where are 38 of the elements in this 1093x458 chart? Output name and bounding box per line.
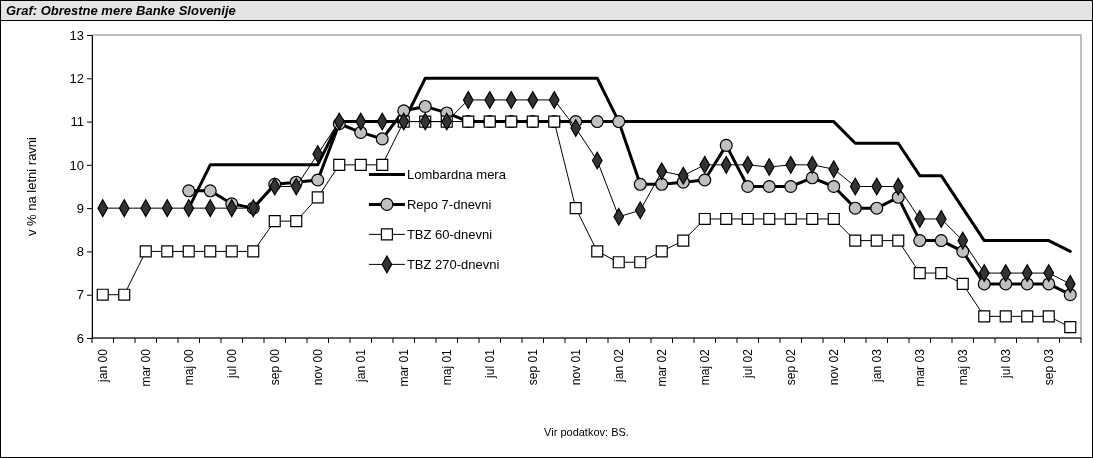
x-tick-label: nov 02 [827,348,842,386]
legend-label: TBZ 270-dnevni [406,257,500,273]
x-tick-label: jan 01 [354,348,369,383]
x-tick-label: maj 03 [956,348,971,386]
y-tick-label: 10 [69,157,84,173]
x-tick-label: maj 00 [182,348,197,386]
y-tick-label: 8 [76,244,84,260]
chart-title: Graf: Obrestne mere Banke Slovenije [6,3,236,18]
x-tick-label: jul 03 [999,348,1014,379]
legend-label: Lombardna mera [406,167,507,183]
x-tick-label: jan 00 [96,348,111,383]
y-tick-label: 12 [69,70,84,86]
legend-label: TBZ 60-dnevni [406,227,493,243]
x-tick-label: sep 01 [526,348,541,386]
x-tick-label: jul 01 [483,348,498,379]
x-tick-label: jul 02 [741,348,756,379]
x-tick-label: jan 02 [612,348,627,383]
x-tick-label: sep 00 [268,348,283,386]
x-tick-label: nov 01 [569,348,584,386]
y-tick-label: 7 [76,287,84,303]
y-axis-title: v % na letni ravni [24,136,39,236]
x-tick-label: mar 00 [139,348,154,387]
y-tick-label: 9 [76,200,84,216]
text: Vir podatkov: BS. [544,426,629,438]
y-tick-label: 11 [70,114,84,130]
x-tick-label: jul 00 [225,348,240,379]
x-tick-label: sep 02 [784,348,799,386]
x-tick-label: nov 00 [311,348,326,386]
y-tick-label: 13 [69,27,84,43]
x-tick-label: mar 01 [397,348,412,387]
x-tick-label: mar 02 [655,348,670,387]
legend-label: Repo 7-dnevni [406,197,492,213]
x-tick-label: mar 03 [913,348,928,387]
x-tick-label: maj 01 [440,348,455,386]
x-tick-label: sep 03 [1042,348,1057,386]
y-tick-label: 6 [76,330,84,346]
x-tick-label: jan 03 [870,348,885,383]
x-tick-label: maj 02 [698,348,713,386]
